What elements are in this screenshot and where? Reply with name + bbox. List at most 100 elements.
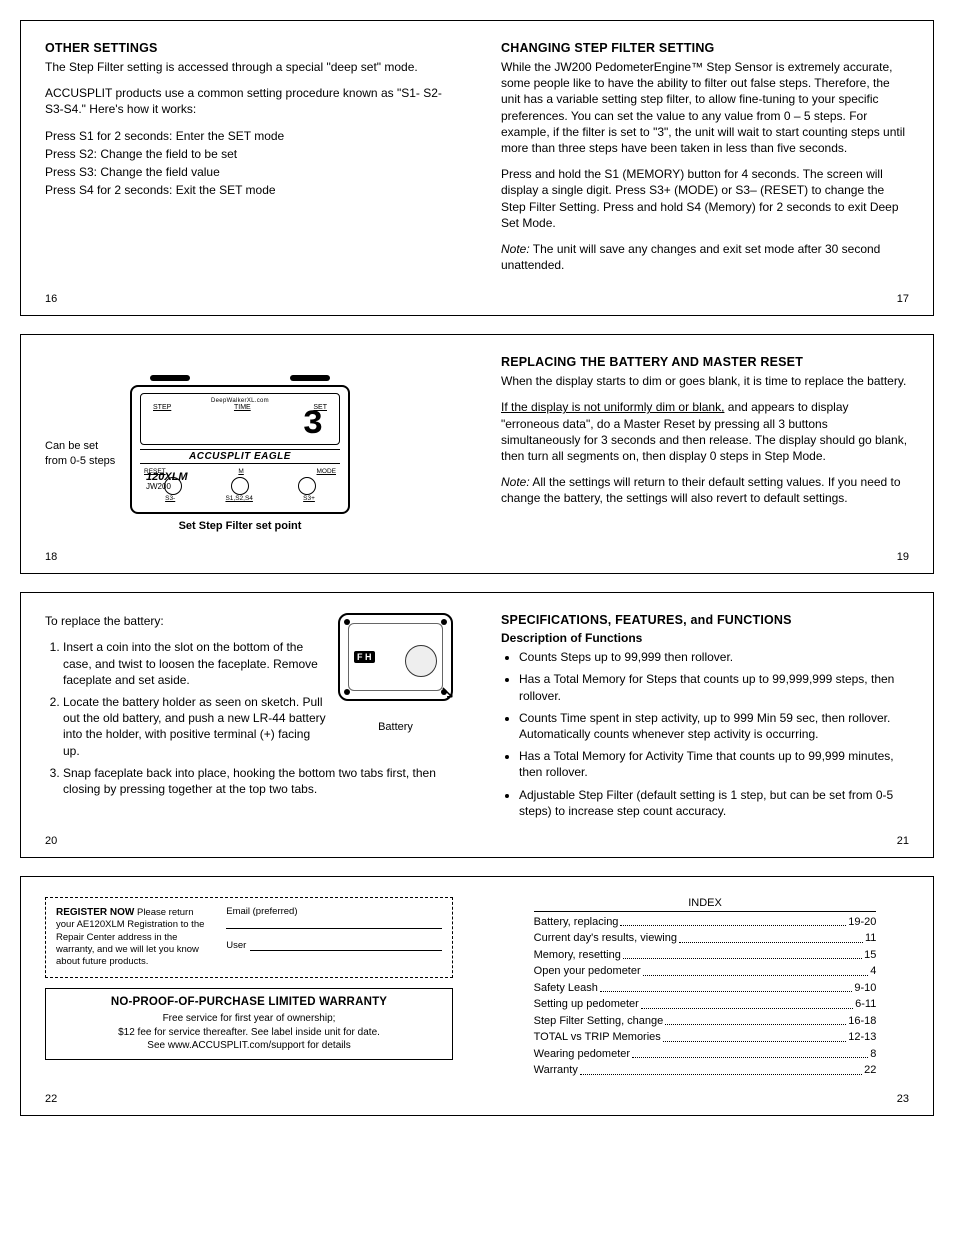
- index-label: Setting up pedometer: [534, 996, 639, 1013]
- index-page: 12-13: [848, 1029, 876, 1046]
- index-row: Open your pedometer4: [534, 963, 877, 980]
- p16-steps: Press S1 for 2 seconds: Enter the SET mo…: [45, 128, 453, 199]
- p19-note: Note: All the settings will return to th…: [501, 474, 909, 506]
- index-page: 15: [864, 947, 876, 964]
- user-field-wrap: User: [226, 939, 442, 951]
- page-number-19: 19: [897, 551, 909, 563]
- note-label-19: Note:: [501, 475, 530, 489]
- index-page: 8: [870, 1046, 876, 1063]
- diagram-caption: Set Step Filter set point: [130, 520, 350, 532]
- model-b: JW200: [146, 482, 171, 491]
- index-dots: [620, 914, 846, 927]
- lbl-s3p: S3+: [303, 495, 315, 502]
- p21-li4: Has a Total Memory for Activity Time tha…: [519, 748, 909, 780]
- p21-li5: Adjustable Step Filter (default setting …: [519, 787, 909, 819]
- email-field-wrap: Email (preferred): [226, 906, 442, 929]
- registration-fields: Email (preferred) User: [226, 906, 442, 969]
- index-dots: [679, 930, 863, 943]
- panel-22-23: REGISTER NOW Please return your AE120XLM…: [20, 876, 934, 1116]
- warranty-line2: $12 fee for service thereafter. See labe…: [56, 1026, 442, 1040]
- lbl-m: M: [238, 468, 243, 475]
- index-page: 11: [865, 930, 876, 947]
- index-label: Battery, replacing: [534, 914, 619, 931]
- page-20: F H ↘ Battery To replace the battery: In…: [21, 593, 477, 857]
- p17-note: Note: The unit will save any changes and…: [501, 241, 909, 273]
- heading-battery-reset: REPLACING THE BATTERY AND MASTER RESET: [501, 355, 909, 369]
- screen-digit: 3: [147, 411, 333, 440]
- index-dots: [623, 947, 862, 960]
- index-page: 22: [864, 1062, 876, 1079]
- lbl-s124: S1,S2,S4: [225, 495, 252, 502]
- model-label: 120XLM JW200: [146, 471, 188, 492]
- page-18: Can be set from 0-5 steps DeepWalkerXL.c…: [21, 335, 477, 573]
- pedometer-clips: [130, 375, 350, 385]
- warranty-box: NO-PROOF-OF-PURCHASE LIMITED WARRANTY Fr…: [45, 988, 453, 1060]
- p17-b: Press and hold the S1 (MEMORY) button fo…: [501, 166, 909, 231]
- p19-note-text: All the settings will return to their de…: [501, 475, 901, 505]
- heading-step-filter: CHANGING STEP FILTER SETTING: [501, 41, 909, 55]
- register-now-label: REGISTER NOW: [56, 907, 134, 918]
- panel-18-19: Can be set from 0-5 steps DeepWalkerXL.c…: [20, 334, 934, 574]
- index-dots: [632, 1046, 868, 1059]
- warranty-line1: Free service for first year of ownership…: [56, 1012, 442, 1026]
- page-number-23: 23: [897, 1093, 909, 1105]
- heading-other-settings: OTHER SETTINGS: [45, 41, 453, 55]
- index-label: Safety Leash: [534, 980, 598, 997]
- button-center: [231, 477, 249, 495]
- index-label: TOTAL vs TRIP Memories: [534, 1029, 661, 1046]
- user-label: User: [226, 940, 246, 951]
- index-row: Warranty 22: [534, 1062, 877, 1079]
- lbl-mode: MODE: [317, 468, 337, 475]
- p20-li3: Snap faceplate back into place, hooking …: [63, 765, 453, 797]
- index-page: 4: [870, 963, 876, 980]
- p19-b-underline: If the display is not uniformly dim or b…: [501, 400, 724, 414]
- p21-li3: Counts Time spent in step activity, up t…: [519, 710, 909, 742]
- page-17: CHANGING STEP FILTER SETTING While the J…: [477, 21, 933, 315]
- index-row: Wearing pedometer 8: [534, 1046, 877, 1063]
- registration-text: REGISTER NOW Please return your AE120XLM…: [56, 906, 212, 969]
- index-label: Current day's results, viewing: [534, 930, 677, 947]
- p21-li1: Counts Steps up to 99,999 then rollover.: [519, 649, 909, 665]
- index-dots: [643, 963, 869, 976]
- index-dots: [580, 1062, 862, 1075]
- index-row: Safety Leash 9-10: [534, 980, 877, 997]
- index-row: Current day's results, viewing 11: [534, 930, 877, 947]
- index-page: 9-10: [854, 980, 876, 997]
- heading-specs: SPECIFICATIONS, FEATURES, and FUNCTIONS: [501, 613, 909, 627]
- p17-a: While the JW200 PedometerEngine™ Step Se…: [501, 59, 909, 156]
- index-dots: [600, 980, 852, 993]
- pedometer-screen: DeepWalkerXL.com STEP TIME SET 3: [140, 393, 340, 445]
- index-wrap: INDEX Battery, replacing19-20Current day…: [534, 897, 877, 1079]
- p16-s4: Press S4 for 2 seconds: Exit the SET mod…: [45, 182, 453, 198]
- panel-20-21: F H ↘ Battery To replace the battery: In…: [20, 592, 934, 858]
- page-number-18: 18: [45, 551, 57, 563]
- index-dots: [641, 996, 853, 1009]
- user-line: [250, 941, 442, 951]
- warranty-heading: NO-PROOF-OF-PURCHASE LIMITED WARRANTY: [56, 995, 442, 1011]
- page-19: REPLACING THE BATTERY AND MASTER RESET W…: [477, 335, 933, 573]
- button-under-labels: S3- S1,S2,S4 S3+: [140, 495, 340, 502]
- page-16: OTHER SETTINGS The Step Filter setting i…: [21, 21, 477, 315]
- index-rows: Battery, replacing19-20Current day's res…: [534, 914, 877, 1079]
- index-row: Memory, resetting 15: [534, 947, 877, 964]
- lbl-s3m: S3-: [165, 495, 175, 502]
- sketch-fh-label: F H: [354, 651, 375, 663]
- panel-16-17: OTHER SETTINGS The Step Filter setting i…: [20, 20, 934, 316]
- diagram-callout: Can be set from 0-5 steps: [45, 439, 120, 468]
- callout-wrap: Can be set from 0-5 steps: [45, 439, 120, 468]
- index-dots: [665, 1013, 846, 1026]
- sub-desc-functions: Description of Functions: [501, 631, 909, 645]
- lbl-time: TIME: [234, 404, 251, 411]
- p17-note-text: The unit will save any changes and exit …: [501, 242, 880, 272]
- index-label: Memory, resetting: [534, 947, 621, 964]
- index-label: Warranty: [534, 1062, 578, 1079]
- index-label: Wearing pedometer: [534, 1046, 630, 1063]
- brand-label: ACCUSPLIT EAGLE: [140, 449, 340, 464]
- note-label: Note:: [501, 242, 530, 256]
- page-number-16: 16: [45, 293, 57, 305]
- functions-list: Counts Steps up to 99,999 then rollover.…: [501, 649, 909, 819]
- battery-sketch: F H ↘: [338, 613, 453, 701]
- page-number-22: 22: [45, 1093, 57, 1105]
- index-title: INDEX: [534, 897, 877, 912]
- p16-s3: Press S3: Change the field value: [45, 164, 453, 180]
